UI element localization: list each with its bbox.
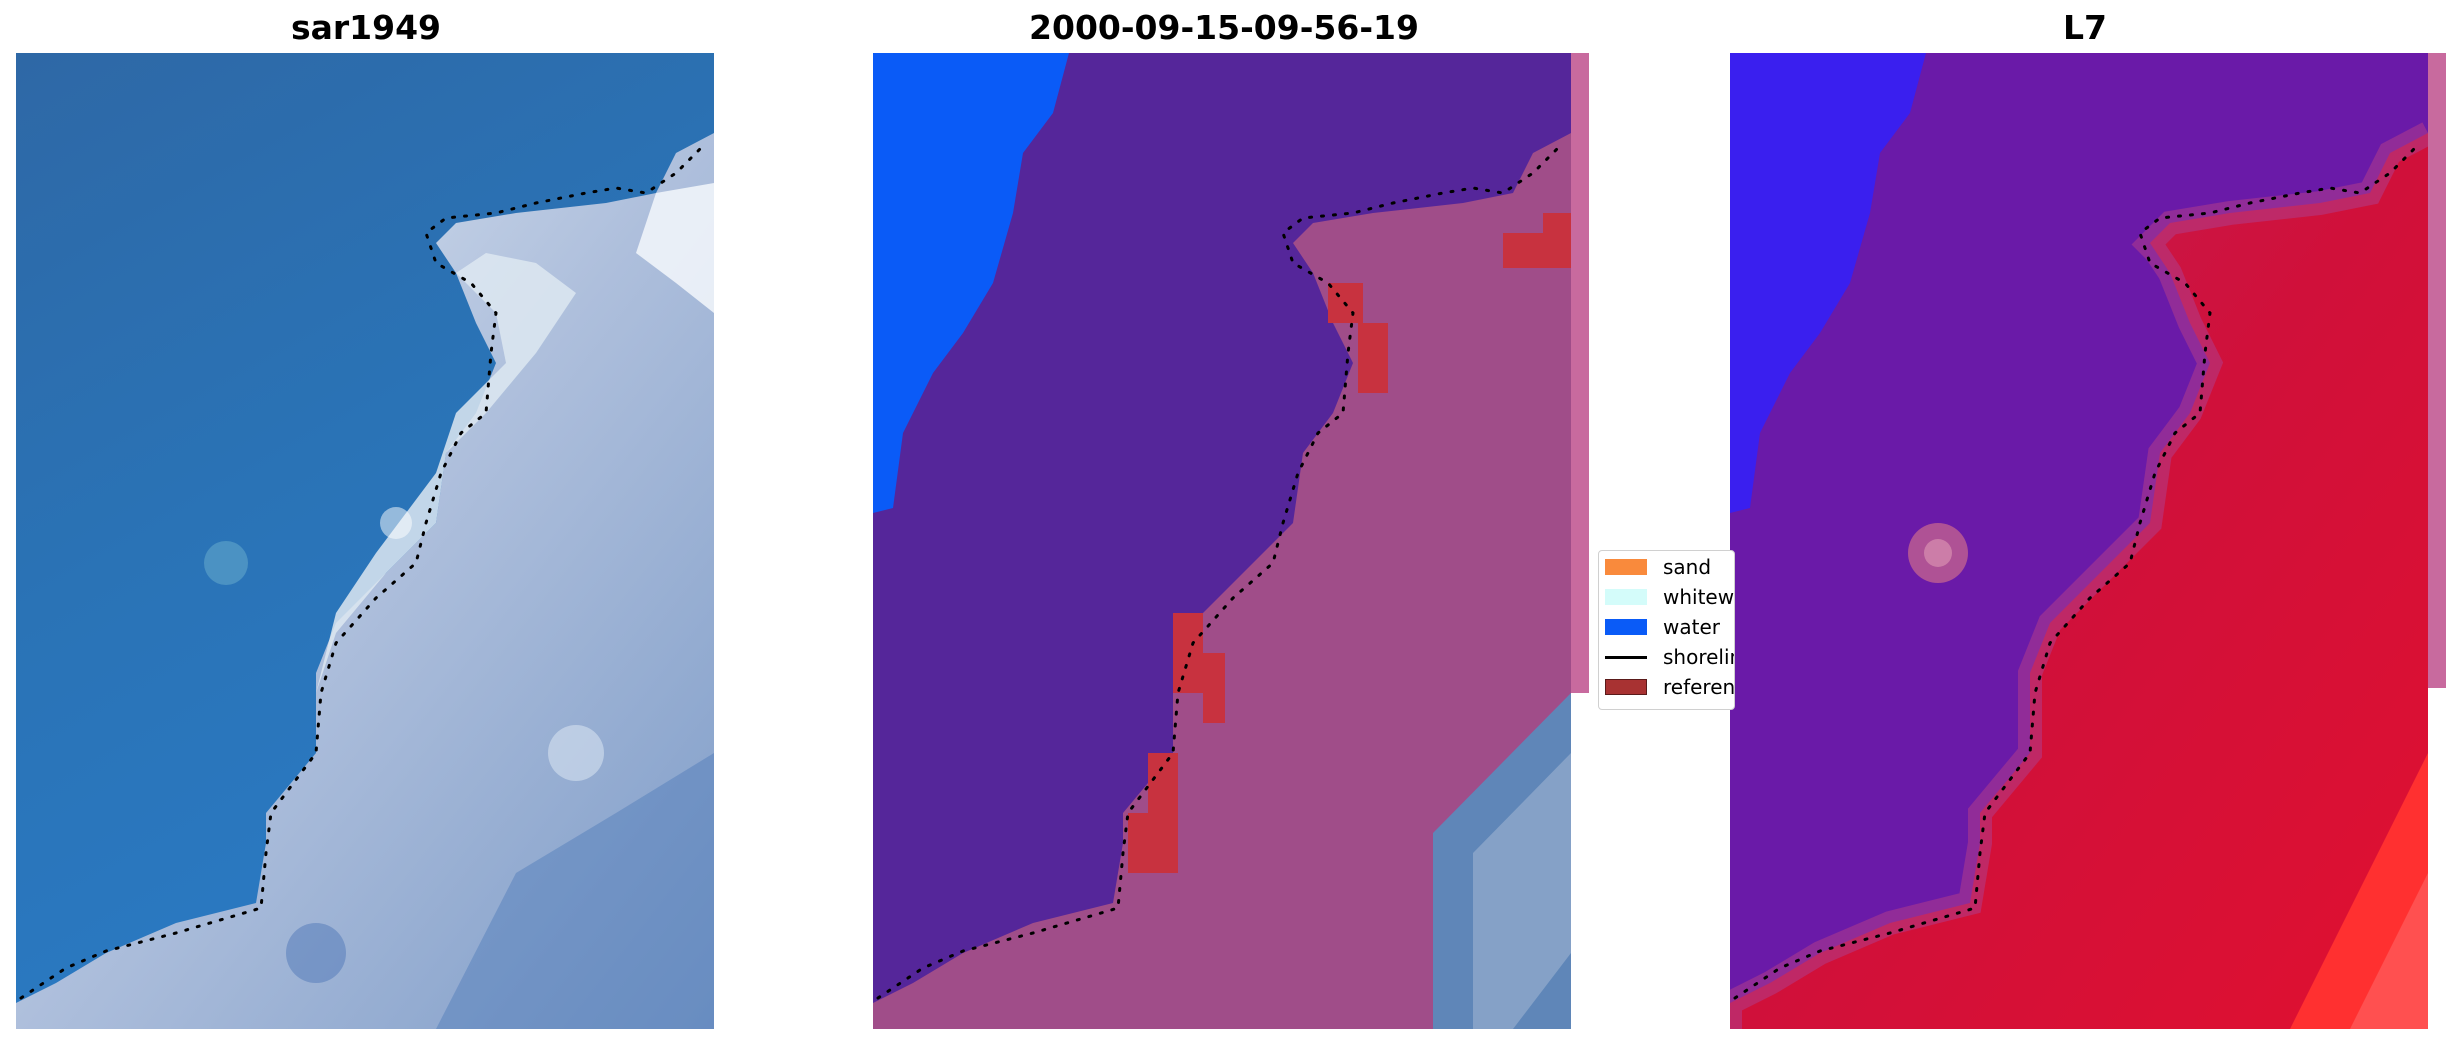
legend-line-shoreline — [1605, 655, 1647, 659]
index-image-panel — [1730, 53, 2446, 1029]
panel-title-date: 2000-09-15-09-56-19 — [1029, 8, 1419, 47]
legend-item-whitewater: whitewater — [1605, 584, 1735, 610]
legend-label: reference — [1663, 675, 1735, 699]
legend-item-water: water — [1605, 614, 1720, 640]
legend-swatch-sand — [1605, 559, 1647, 575]
legend-swatch-water — [1605, 619, 1647, 635]
panel-title-sar1949: sar1949 — [290, 8, 442, 47]
legend-label: water — [1663, 615, 1720, 639]
rgb-image-panel — [16, 53, 714, 1029]
classified-image — [873, 53, 1589, 1029]
index-image — [1730, 53, 2446, 1029]
legend-label: whitewater — [1663, 585, 1735, 609]
legend-swatch-whitewater — [1605, 589, 1647, 605]
legend-label: shoreline — [1663, 645, 1734, 669]
rgb-image — [16, 53, 714, 1029]
legend-label: sand — [1663, 555, 1712, 579]
legend-item-sand: sand — [1605, 554, 1711, 580]
legend: sand whitewater water shoreline referenc… — [1598, 550, 1735, 710]
legend-swatch-reference — [1605, 679, 1647, 695]
panel-title-l7: L7 — [2063, 8, 2107, 47]
legend-item-reference: reference — [1605, 674, 1735, 700]
legend-item-shoreline: shoreline — [1605, 644, 1734, 670]
classified-image-panel — [873, 53, 1589, 1029]
